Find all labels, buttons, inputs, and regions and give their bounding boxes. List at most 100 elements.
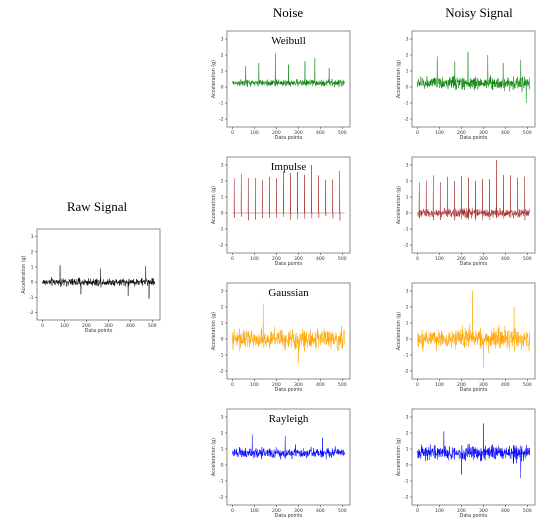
chart-title: Gaussian <box>268 287 309 299</box>
x-tick-label: 200 <box>272 256 281 262</box>
y-tick-label: -1 <box>219 101 224 107</box>
chart-rayleigh-noise: Rayleigh 0 100 200 300 400 500 -2 -1 0 1 2 3 Data poi… <box>211 408 351 519</box>
x-axis-label: Data points <box>460 387 488 393</box>
x-tick-label: 100 <box>250 508 259 514</box>
chart-title: Rayleigh <box>269 413 309 425</box>
y-tick-label: -1 <box>29 295 34 301</box>
x-tick-label: 300 <box>104 323 113 329</box>
plot-frame <box>411 408 536 506</box>
y-tick-label: -1 <box>219 353 224 359</box>
y-axis-label: Acceleration (g) <box>211 60 217 98</box>
x-tick-label: 400 <box>126 323 135 329</box>
y-tick-label: 1 <box>406 447 409 453</box>
series-line <box>417 51 530 104</box>
x-tick-label: 200 <box>457 130 466 136</box>
x-tick-label: 100 <box>435 256 444 262</box>
chart-title: Impulse <box>271 161 307 173</box>
chart-weibull-noise: Weibull 0 100 200 300 400 500 -2 -1 0 1 2 3 Data poin… <box>211 30 351 141</box>
chart-rayleigh-noisy: 0 100 200 300 400 500 -2 -1 0 1 2 3 Data points Accel… <box>396 408 536 519</box>
x-tick-label: 100 <box>250 256 259 262</box>
y-tick-label: -2 <box>404 117 409 123</box>
chart-raw: 0 100 200 300 400 500 -2 -1 0 1 2 3 Data points Accel… <box>21 228 161 334</box>
x-tick-label: 0 <box>231 508 234 514</box>
x-axis-label: Data points <box>460 261 488 267</box>
x-axis-label: Data points <box>85 328 113 334</box>
x-axis-label: Data points <box>275 261 303 267</box>
y-tick-label: 0 <box>221 211 224 217</box>
plot-frame <box>36 228 161 321</box>
y-tick-label: 3 <box>406 37 409 43</box>
x-tick-label: 400 <box>316 256 325 262</box>
y-tick-label: 3 <box>406 415 409 421</box>
y-tick-label: -2 <box>404 495 409 501</box>
x-tick-label: 200 <box>272 508 281 514</box>
plot-frame <box>411 30 536 128</box>
series-line <box>232 53 345 88</box>
x-tick-label: 200 <box>272 130 281 136</box>
x-tick-label: 400 <box>501 382 510 388</box>
series-line <box>42 265 155 300</box>
y-tick-label: 1 <box>406 195 409 201</box>
x-tick-label: 300 <box>479 382 488 388</box>
x-tick-label: 500 <box>523 382 532 388</box>
header-noisy-signal: Noisy Signal <box>445 5 513 20</box>
y-tick-label: 1 <box>221 195 224 201</box>
x-tick-label: 400 <box>316 508 325 514</box>
y-tick-label: 0 <box>221 463 224 469</box>
chart-gaussian-noise: Gaussian 0 100 200 300 400 500 -2 -1 0 1 2 3 Data poi… <box>211 282 351 393</box>
y-tick-label: -2 <box>404 369 409 375</box>
x-tick-label: 100 <box>435 508 444 514</box>
y-tick-label: -1 <box>404 227 409 233</box>
header-noise: Noise <box>273 5 304 20</box>
x-tick-label: 0 <box>231 382 234 388</box>
y-tick-label: 0 <box>406 85 409 91</box>
header-raw-signal: Raw Signal <box>67 199 128 214</box>
x-tick-label: 500 <box>338 382 347 388</box>
y-tick-label: 0 <box>406 337 409 343</box>
series-line <box>232 434 345 460</box>
x-tick-label: 400 <box>316 130 325 136</box>
x-tick-label: 100 <box>435 382 444 388</box>
y-axis-label: Acceleration (g) <box>396 60 402 98</box>
x-tick-label: 100 <box>60 323 69 329</box>
series-line <box>417 423 530 479</box>
y-tick-label: 0 <box>221 85 224 91</box>
y-tick-label: 2 <box>406 305 409 311</box>
x-tick-label: 500 <box>523 508 532 514</box>
y-tick-label: -1 <box>219 227 224 233</box>
x-tick-label: 400 <box>316 382 325 388</box>
x-tick-label: 0 <box>41 323 44 329</box>
x-tick-label: 400 <box>501 130 510 136</box>
x-tick-label: 400 <box>501 256 510 262</box>
x-tick-label: 200 <box>457 382 466 388</box>
series-line <box>417 290 530 369</box>
x-tick-label: 100 <box>250 382 259 388</box>
x-tick-label: 300 <box>479 256 488 262</box>
plot-frame <box>226 30 351 128</box>
y-tick-label: 2 <box>406 179 409 185</box>
plot-frame <box>411 282 536 380</box>
x-axis-label: Data points <box>275 513 303 519</box>
chart-gaussian-noisy: 0 100 200 300 400 500 -2 -1 0 1 2 3 Data points Accel… <box>396 282 536 393</box>
x-tick-label: 0 <box>416 256 419 262</box>
x-tick-label: 300 <box>479 130 488 136</box>
chart-weibull-noisy: 0 100 200 300 400 500 -2 -1 0 1 2 3 Data points Accel… <box>396 30 536 141</box>
x-tick-label: 200 <box>457 508 466 514</box>
y-tick-label: 1 <box>406 321 409 327</box>
y-tick-label: -1 <box>404 353 409 359</box>
y-axis-label: Acceleration (g) <box>211 186 217 224</box>
y-tick-label: -1 <box>404 101 409 107</box>
y-axis-label: Acceleration (g) <box>396 186 402 224</box>
y-tick-label: 3 <box>221 289 224 295</box>
x-axis-label: Data points <box>460 513 488 519</box>
y-tick-label: 0 <box>221 337 224 343</box>
x-tick-label: 500 <box>523 130 532 136</box>
y-tick-label: 1 <box>221 69 224 75</box>
y-tick-label: -2 <box>29 310 34 316</box>
x-tick-label: 400 <box>501 508 510 514</box>
series-line <box>232 164 345 221</box>
y-tick-label: 2 <box>31 249 34 255</box>
y-tick-label: -2 <box>219 369 224 375</box>
x-axis-label: Data points <box>460 135 488 141</box>
